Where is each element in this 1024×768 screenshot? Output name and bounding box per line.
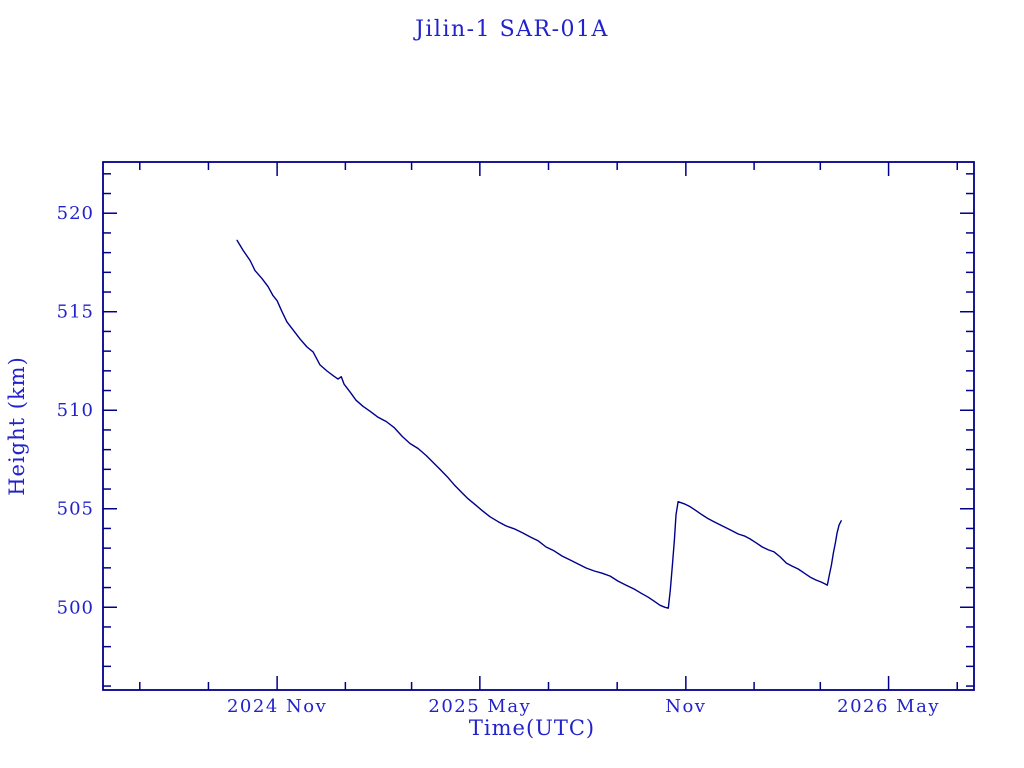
x-tick-label: 2024 Nov — [227, 696, 327, 717]
x-tick-label: 2026 May — [837, 696, 940, 717]
y-tick-label: 500 — [57, 597, 94, 618]
x-tick-label: 2025 May — [428, 696, 531, 717]
height-data-line — [236, 239, 842, 609]
y-tick-label: 520 — [57, 203, 94, 224]
x-axis-label: Time(UTC) — [468, 716, 596, 740]
y-tick-label: 515 — [57, 302, 94, 323]
y-tick-label: 505 — [57, 499, 94, 520]
plot-frame — [102, 161, 975, 691]
chart-title: Jilin-1 SAR-01A — [415, 17, 609, 42]
y-tick-label: 510 — [57, 400, 94, 421]
x-tick-label: Nov — [665, 696, 706, 717]
